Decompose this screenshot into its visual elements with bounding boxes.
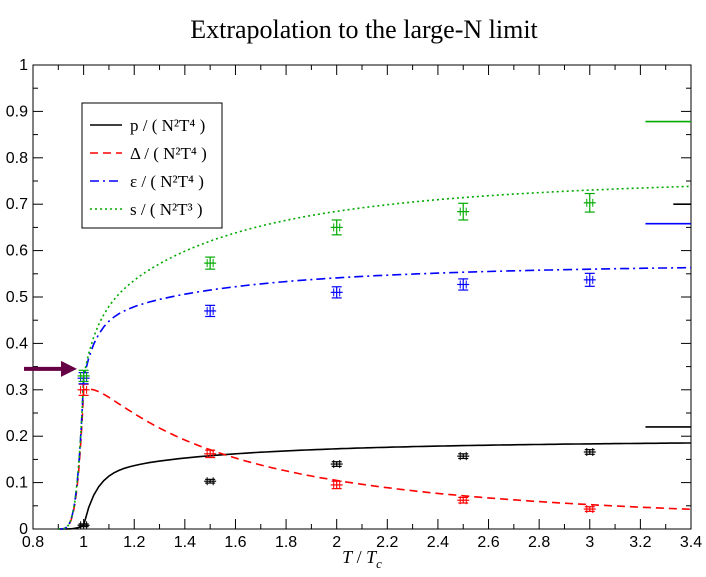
x-axis-label: T / Tc [342,547,382,571]
x-tick-label: 1.8 [275,534,297,551]
x-tick-label: 2.6 [477,534,499,551]
legend-label: s / ( N²T³ ) [130,200,203,219]
data-point [330,460,343,469]
data-point [330,480,343,490]
x-tick-label: 1.4 [174,534,196,551]
data-point [330,286,343,299]
x-tick-label: 3.4 [680,534,702,551]
x-tick-label: 2.4 [427,534,449,551]
y-tick-label: 0.3 [6,382,28,399]
data-point [583,272,596,287]
y-tick-label: 0.6 [6,243,28,260]
data-point [457,278,470,291]
legend-label: Δ / ( N²T⁴ ) [130,144,207,163]
x-tick-label: 2 [332,534,341,551]
data-point [204,477,217,486]
x-tick-label: 3 [585,534,594,551]
legend-box [81,102,223,229]
axis-tick-labels: 0.8 1 1.2 1.4 1.6 1.8 2 2.2 2.4 2.6 2.8 3 3.2 3.4 0 0.1… [6,57,702,551]
transition-arrow [24,360,77,377]
x-tick-label: 1.6 [224,534,246,551]
y-tick-label: 0.2 [6,428,28,445]
y-tick-label: 1 [19,57,28,74]
data-point [583,447,596,456]
data-point [583,192,596,213]
y-tick-label: 0.5 [6,289,28,306]
legend: p / ( N²T⁴ ) Δ / ( N²T⁴ ) ε / ( N²T⁴ ) s / … [81,102,223,229]
data-point [457,202,470,221]
large-n-limit-markers [645,120,691,428]
legend-label: ε / ( N²T⁴ ) [130,172,204,191]
y-tick-label: 0.1 [6,475,28,492]
data-point [330,219,343,236]
fit-curve-0 [58,442,691,530]
x-tick-label: 2.2 [376,534,398,551]
data-point [204,256,217,270]
y-tick-label: 0.9 [6,103,28,120]
axis-ticks [32,64,692,530]
y-tick-label: 0 [19,521,28,538]
data-points [77,192,596,530]
x-tick-label: 1 [79,534,88,551]
x-tick-label: 2.8 [528,534,550,551]
x-tick-label: 3.2 [629,534,651,551]
data-point [77,383,90,396]
data-point [77,369,90,383]
data-point [457,452,470,461]
y-tick-label: 0.7 [6,196,28,213]
data-point [77,521,90,530]
arrow-head [60,360,77,377]
y-tick-label: 0.4 [6,335,28,352]
data-point [457,496,470,505]
data-point [204,449,217,459]
fit-curve-2 [58,266,692,530]
y-tick-label: 0.8 [6,150,28,167]
legend-label: p / ( N²T⁴ ) [130,116,205,135]
data-point [583,505,596,514]
fit-curve-1 [58,388,692,530]
fit-curves [58,185,692,530]
chart-title: Extrapolation to the large-N limit [190,15,538,44]
x-tick-label: 1.2 [123,534,145,551]
data-point [204,304,217,318]
fit-curve-3 [58,185,692,530]
x-tick-label: 0.8 [22,534,44,551]
